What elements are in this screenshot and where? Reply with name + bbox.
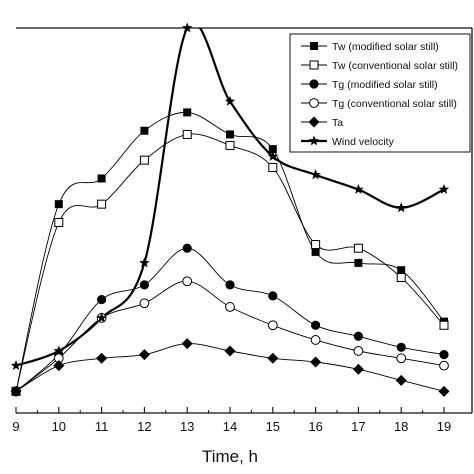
- legend-marker: [310, 42, 318, 50]
- x-axis-title: Time, h: [202, 447, 258, 466]
- data-point-wind-velocity: [10, 360, 22, 371]
- data-point-tw-conventional-solar-still: [139, 155, 149, 165]
- data-point-tw-conventional-solar-still: [182, 129, 192, 139]
- data-point-wind-velocity: [139, 257, 150, 268]
- data-point-tw-conventional-solar-still: [353, 243, 363, 253]
- data-point-ta: [310, 356, 322, 368]
- data-point-ta: [395, 374, 407, 386]
- x-tick-label: 12: [137, 419, 151, 434]
- series-markers-ta: [10, 338, 450, 397]
- data-point-wind-velocity: [353, 184, 364, 194]
- series-markers-wind-velocity: [10, 22, 450, 371]
- data-point-tw-modified-solar-still: [354, 258, 363, 267]
- legend-marker: [308, 116, 320, 128]
- legend-label: Tw (conventional solar still): [332, 60, 458, 72]
- legend-label: Tg (conventional solar still): [332, 98, 457, 110]
- legend-marker: [309, 98, 319, 108]
- data-point-ta: [224, 345, 236, 357]
- data-point-tw-modified-solar-still: [183, 108, 192, 117]
- data-point-tg-modified-solar-still: [311, 320, 321, 330]
- legend-label: Tg (modified solar still): [332, 79, 438, 91]
- x-tick-label: 17: [351, 419, 365, 434]
- data-point-wind-velocity: [224, 95, 236, 106]
- x-axis-ticks: 9 10 11 12 13 14 15 16 17 18 19: [12, 407, 451, 434]
- x-tick-label: 19: [437, 419, 451, 434]
- data-point-tw-conventional-solar-still: [439, 320, 449, 330]
- legend-box: [289, 33, 471, 153]
- data-point-wind-velocity: [267, 151, 278, 161]
- data-point-ta: [267, 352, 279, 364]
- data-point-tw-conventional-solar-still: [225, 140, 235, 150]
- legend-label: Tw (modified solar still): [332, 41, 439, 53]
- data-point-tg-conventional-solar-still: [439, 360, 449, 371]
- series-markers: [10, 22, 450, 397]
- series-markers-tg-conventional-solar-still: [11, 276, 449, 397]
- data-point-tw-modified-solar-still: [397, 266, 406, 275]
- data-point-tg-conventional-solar-still: [353, 346, 364, 356]
- data-point-tw-conventional-solar-still: [97, 199, 107, 209]
- data-point-wind-velocity: [96, 312, 107, 323]
- data-point-ta: [53, 360, 65, 372]
- data-point-ta: [96, 352, 108, 364]
- legend-marker: [309, 79, 319, 89]
- legend: Tw (modified solar still) Tw (conventiona…: [289, 33, 471, 153]
- data-point-tw-conventional-solar-still: [396, 273, 406, 283]
- data-point-tg-modified-solar-still: [396, 342, 406, 352]
- series-markers-tg-modified-solar-still: [11, 243, 449, 396]
- legend-label: Ta: [332, 117, 343, 129]
- x-tick-label: 14: [223, 419, 237, 434]
- axes: [16, 27, 473, 414]
- data-point-tg-conventional-solar-still: [225, 302, 235, 312]
- x-tick-label: 10: [52, 419, 66, 434]
- data-point-tg-conventional-solar-still: [139, 298, 150, 309]
- data-point-tw-modified-solar-still: [97, 174, 106, 183]
- data-point-tw-conventional-solar-still: [54, 218, 64, 228]
- data-point-tw-conventional-solar-still: [311, 240, 321, 250]
- data-point-tg-conventional-solar-still: [310, 335, 321, 345]
- data-point-tg-modified-solar-still: [97, 294, 107, 305]
- series-line-tg-modified-solar-still: [16, 247, 445, 392]
- data-point-tg-conventional-solar-still: [182, 276, 193, 287]
- data-point-tg-modified-solar-still: [439, 350, 449, 360]
- legend-marker: [309, 60, 319, 70]
- data-point-tg-modified-solar-still: [268, 291, 278, 301]
- series-line-tw-modified-solar-still: [16, 111, 445, 392]
- data-point-tw-modified-solar-still: [226, 130, 234, 139]
- x-tick-label: 16: [308, 419, 322, 434]
- data-point-ta: [10, 385, 22, 397]
- x-tick-label: 13: [180, 419, 194, 434]
- data-point-ta: [352, 363, 364, 375]
- x-tick-label: 18: [394, 419, 408, 434]
- data-point-tw-conventional-solar-still: [268, 162, 278, 172]
- x-tick-label: 11: [95, 419, 109, 434]
- data-point-wind-velocity: [182, 22, 193, 33]
- data-point-tg-conventional-solar-still: [396, 353, 407, 364]
- data-point-tw-modified-solar-still: [268, 145, 277, 154]
- data-point-tw-modified-solar-still: [140, 126, 149, 135]
- data-point-tg-modified-solar-still: [225, 280, 235, 290]
- data-point-tw-modified-solar-still: [311, 247, 320, 256]
- data-point-tg-modified-solar-still: [182, 243, 192, 253]
- legend-marker: [308, 135, 320, 146]
- data-point-tw-modified-solar-still: [54, 200, 63, 209]
- data-point-tg-conventional-solar-still: [267, 320, 278, 331]
- data-point-tg-modified-solar-still: [353, 331, 363, 341]
- data-point-wind-velocity: [53, 345, 64, 356]
- x-tick-label: 9: [12, 419, 19, 434]
- data-point-ta: [138, 349, 150, 361]
- data-point-tg-modified-solar-still: [139, 280, 149, 290]
- data-point-wind-velocity: [310, 169, 321, 180]
- data-point-wind-velocity: [396, 202, 407, 213]
- data-point-ta: [181, 338, 193, 350]
- series-line-tw-conventional-solar-still: [16, 133, 445, 392]
- data-point-ta: [438, 385, 450, 397]
- data-point-wind-velocity: [438, 184, 450, 194]
- x-tick-label: 15: [266, 419, 280, 434]
- legend-label: Wind velocity: [332, 136, 395, 148]
